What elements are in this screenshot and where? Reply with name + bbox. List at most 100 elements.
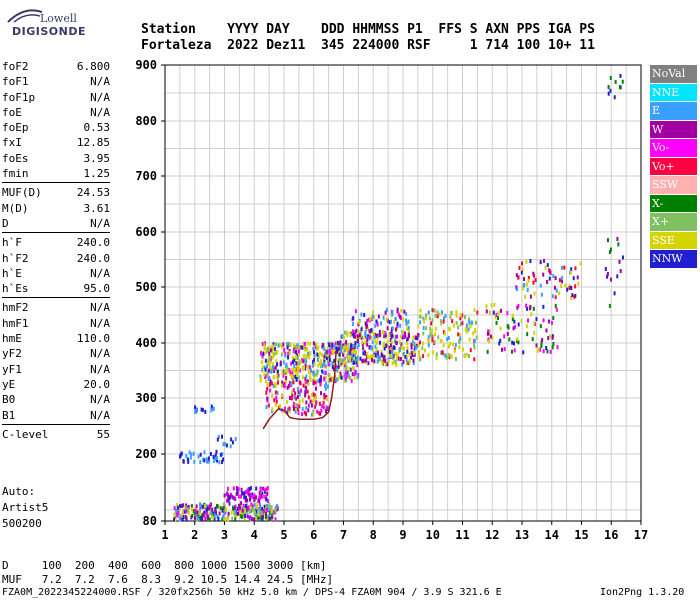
echo-point — [325, 404, 328, 409]
echo-point — [219, 506, 222, 511]
echo-point — [395, 353, 398, 358]
echo-point — [261, 510, 264, 515]
echo-point — [371, 310, 374, 315]
echo-point — [551, 335, 554, 340]
echo-point — [391, 326, 394, 331]
echo-point — [286, 385, 289, 390]
echo-point — [569, 270, 572, 275]
echo-point — [214, 509, 217, 514]
echo-point — [430, 328, 433, 333]
echo-point — [324, 351, 327, 356]
param-label: h`Es — [2, 282, 29, 296]
echo-point — [552, 341, 555, 346]
echo-point — [199, 509, 202, 514]
echo-point — [407, 319, 410, 324]
echo-point — [467, 318, 470, 323]
echo-point — [261, 494, 264, 499]
echo-point — [240, 510, 243, 515]
echo-point — [444, 353, 447, 358]
echo-point — [417, 343, 420, 348]
param-row: foEs 3.95 — [2, 151, 110, 166]
echo-point — [244, 505, 247, 510]
echo-point — [270, 345, 273, 350]
echo-point — [325, 350, 328, 355]
echo-point — [455, 320, 458, 325]
echo-point — [344, 367, 347, 372]
echo-point — [343, 360, 346, 365]
echo-point — [353, 334, 356, 339]
echo-point — [359, 333, 362, 338]
echo-point — [464, 315, 467, 320]
echo-point — [560, 275, 563, 280]
echo-point — [407, 329, 410, 334]
echo-point — [269, 388, 272, 393]
echo-point — [437, 335, 440, 340]
echo-point — [618, 85, 621, 90]
echo-point — [561, 279, 564, 284]
echo-point — [409, 355, 412, 360]
echo-point — [273, 375, 276, 380]
echo-point — [348, 347, 351, 352]
echo-point — [342, 349, 345, 354]
echo-point — [288, 395, 291, 400]
echo-point — [438, 312, 441, 317]
echo-point — [214, 456, 217, 461]
echo-point — [304, 363, 307, 368]
echo-point — [302, 383, 305, 388]
echo-point — [363, 312, 366, 317]
echo-point — [427, 310, 430, 315]
echo-point — [356, 363, 359, 368]
echo-point — [180, 504, 183, 509]
echo-point — [536, 348, 539, 353]
echo-point — [401, 362, 404, 367]
echo-point — [333, 348, 336, 353]
echo-point — [386, 326, 389, 331]
echo-point — [263, 344, 266, 349]
echo-point — [344, 330, 347, 335]
echo-point — [539, 347, 542, 352]
param-label: foF1 — [2, 75, 29, 89]
param-row: foF1p N/A — [2, 90, 110, 105]
echo-point — [447, 353, 450, 358]
echo-point — [374, 344, 377, 349]
echo-point — [405, 357, 408, 362]
echo-point — [511, 317, 514, 322]
echo-point — [400, 308, 403, 313]
echo-point — [269, 368, 272, 373]
echo-point — [349, 367, 352, 372]
echo-point — [491, 335, 494, 340]
echo-point — [327, 406, 330, 411]
echo-point — [354, 341, 357, 346]
echo-point — [400, 342, 403, 347]
echo-point — [255, 513, 258, 518]
echo-point — [226, 517, 229, 522]
echo-point — [542, 272, 545, 277]
echo-point — [325, 397, 328, 402]
echo-point — [422, 316, 425, 321]
legend-item: NoVal — [650, 65, 697, 83]
echo-point — [335, 349, 338, 354]
echo-point — [195, 507, 198, 512]
param-row: h`F 240.0 — [2, 235, 110, 250]
echo-point — [609, 247, 612, 252]
echo-point — [352, 366, 355, 371]
echo-point — [246, 490, 249, 495]
echo-point — [606, 238, 609, 243]
muf-distance-row: D 100 200 400 600 800 1000 1500 3000 [km… — [2, 559, 327, 572]
echo-point — [345, 365, 348, 370]
header-labels: Station YYYY DAY DDD HHMMSS P1 FFS S AXN… — [141, 22, 595, 37]
echo-point — [357, 322, 360, 327]
echo-point — [289, 370, 292, 375]
echo-point — [321, 369, 324, 374]
echo-point — [447, 335, 450, 340]
echo-point — [616, 236, 619, 241]
echo-point — [381, 359, 384, 364]
echo-point — [434, 326, 437, 331]
echo-point — [214, 506, 217, 511]
echo-point — [295, 361, 298, 366]
echo-point — [263, 342, 266, 347]
echo-point — [376, 359, 379, 364]
echo-point — [259, 378, 262, 383]
echo-point — [417, 333, 420, 338]
echo-point — [323, 392, 326, 397]
